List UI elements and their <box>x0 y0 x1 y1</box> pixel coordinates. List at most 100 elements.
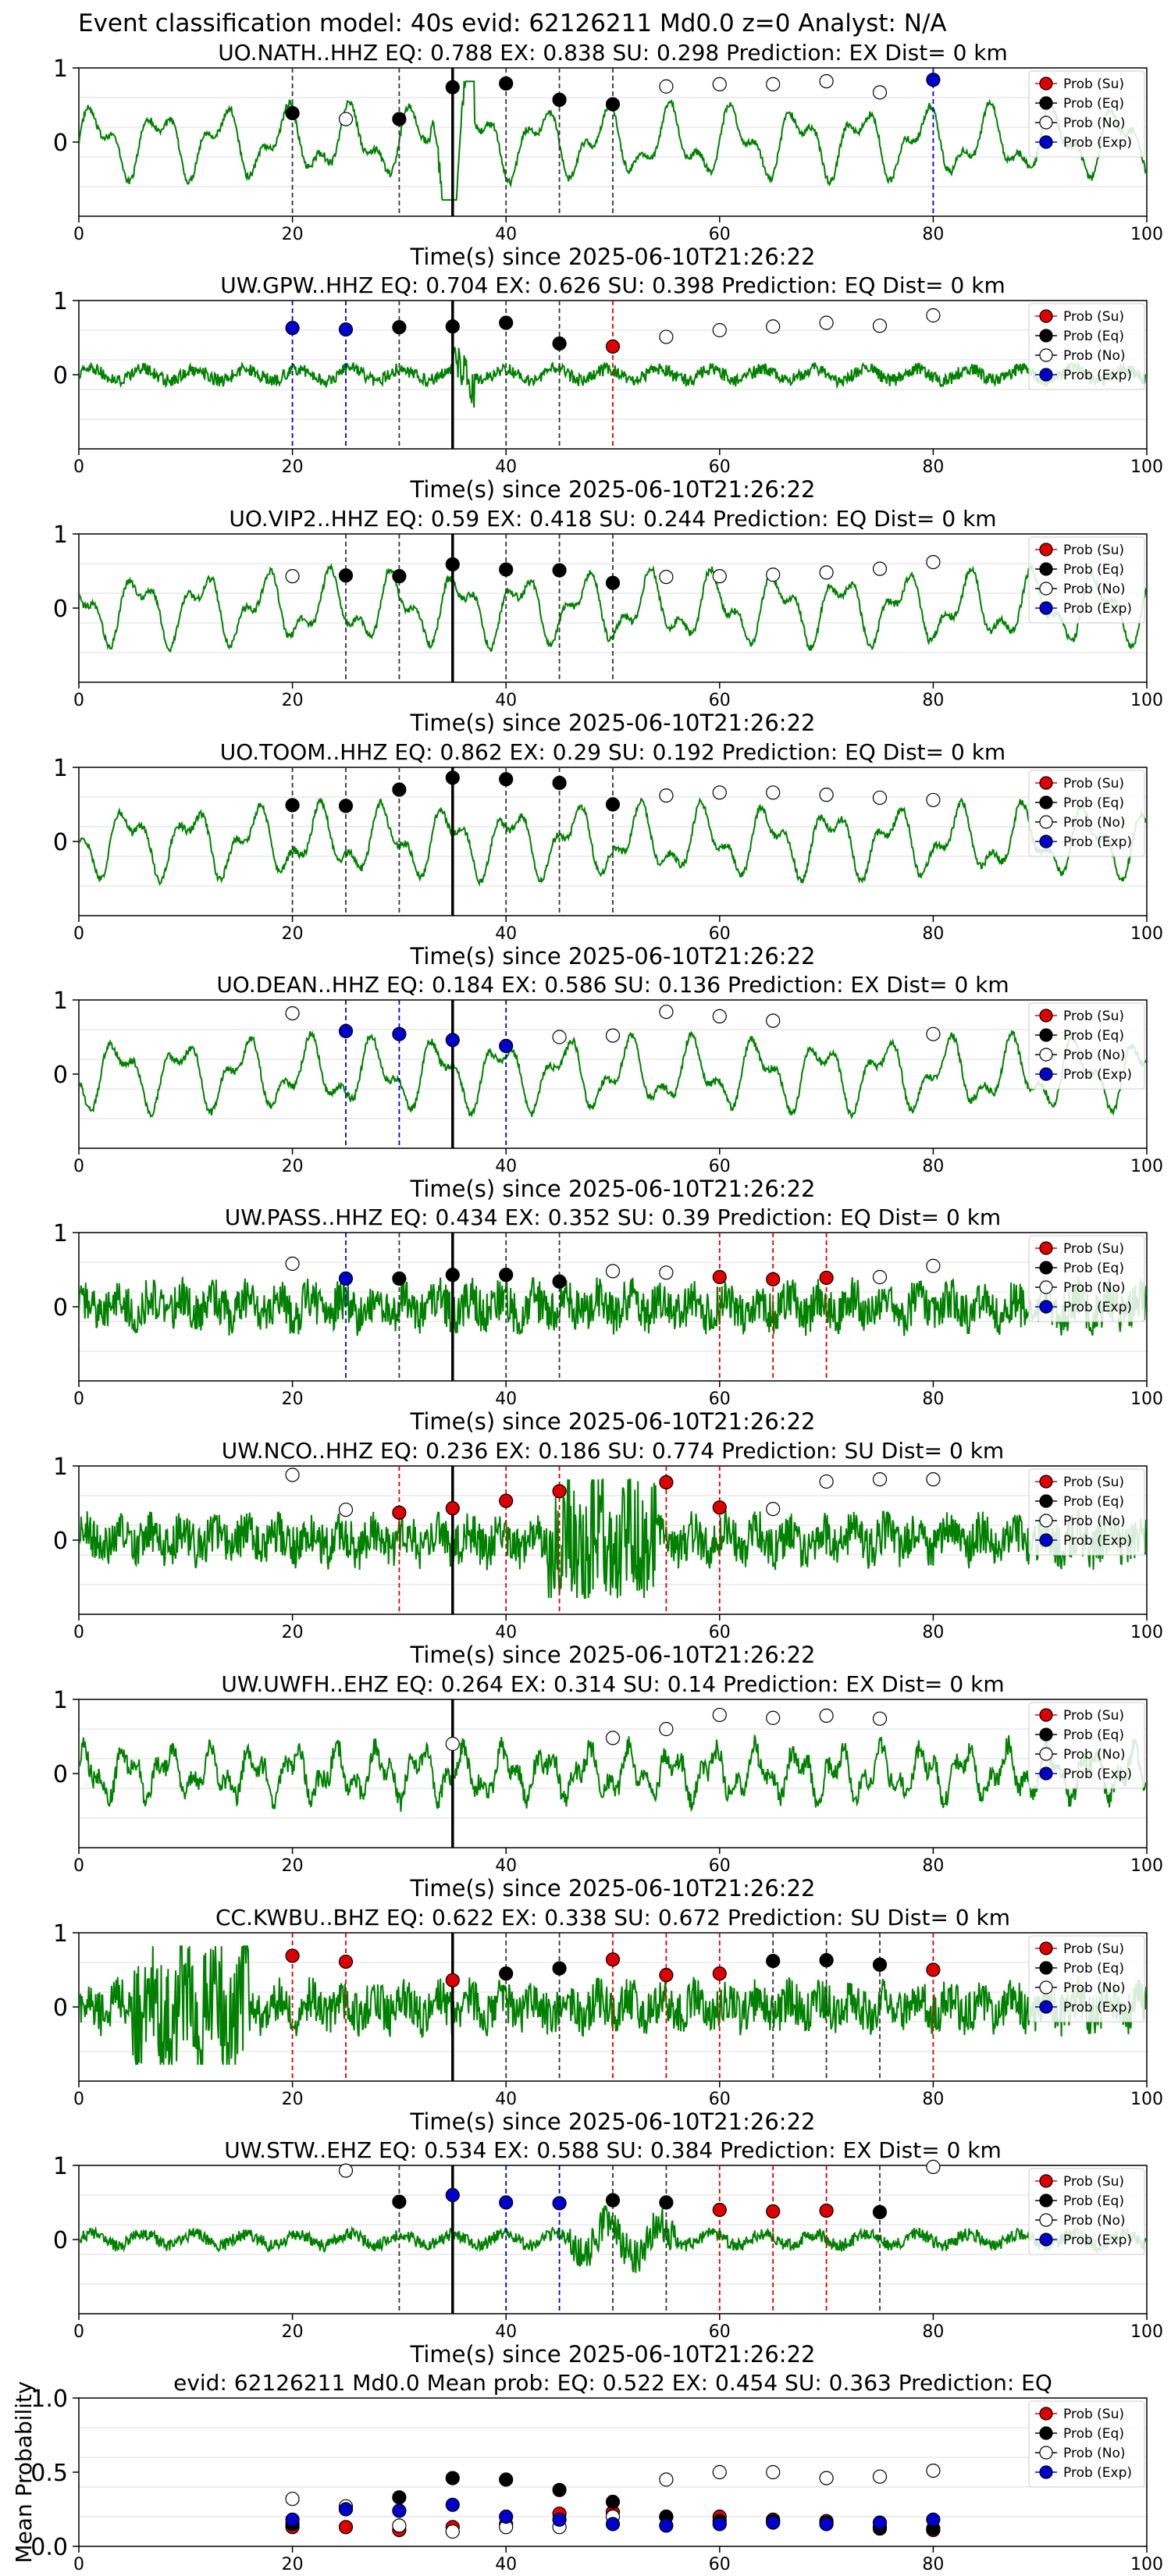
prob-point-exp <box>926 73 941 87</box>
y-axis-label: Mean Probability <box>11 2381 37 2563</box>
y-tick-label: 0 <box>53 1294 68 1322</box>
prob-point-su <box>552 1484 567 1499</box>
prob-point-no <box>285 1005 300 1021</box>
legend-marker <box>1039 795 1053 809</box>
prob-point-no <box>819 1474 834 1489</box>
y-tick-label: 0 <box>53 829 68 856</box>
y-tick-label: 0.0 <box>30 2534 68 2561</box>
prob-point-no <box>926 1026 941 1041</box>
prob-point-exp <box>445 2187 460 2203</box>
x-axis-label: Time(s) since 2025-06-10T21:26:22 <box>410 2108 816 2135</box>
prob-point-eq <box>819 1953 834 1968</box>
x-tick-label: 80 <box>922 457 944 477</box>
legend-marker <box>1039 329 1053 343</box>
prob-point-no <box>926 792 941 807</box>
x-tick-label: 100 <box>1130 225 1163 244</box>
panel-5: 0 20 40 60 80 100 1 0 UO.DEAN..HHZ EQ: 0.184 EX:… <box>53 972 1163 1202</box>
mean-point-no <box>872 2469 888 2484</box>
x-tick-label: 100 <box>1130 924 1163 944</box>
legend-marker <box>1039 2465 1053 2479</box>
legend-label: Prob (Eq) <box>1063 1494 1124 1510</box>
legend-label: Prob (Su) <box>1063 2174 1124 2190</box>
mean-point-no <box>445 2524 460 2539</box>
x-tick-label: 20 <box>282 457 304 477</box>
legend-label: Prob (Eq) <box>1063 329 1124 344</box>
panel-title: UO.DEAN..HHZ EQ: 0.184 EX: 0.586 SU: 0.1… <box>216 972 1009 998</box>
legend-label: Prob (Su) <box>1063 309 1124 325</box>
mean-point-exp <box>712 2517 727 2532</box>
x-tick-label: 80 <box>922 2090 944 2109</box>
y-tick-label: 1 <box>53 2153 68 2180</box>
mean-point-no <box>392 2518 407 2533</box>
mean-point-exp <box>499 2509 514 2524</box>
prob-point-no <box>872 561 888 576</box>
prob-point-eq <box>872 2204 888 2219</box>
waveform-group <box>79 1478 1147 1599</box>
x-tick-label: 0 <box>73 924 84 944</box>
prob-point-exp <box>338 1271 354 1286</box>
mean-point-exp <box>338 2502 354 2517</box>
prob-point-su <box>285 1948 300 1963</box>
axes-frame <box>78 999 1148 1149</box>
y-tick-label: 0.5 <box>30 2460 68 2487</box>
prob-point-no <box>872 85 888 100</box>
panel-3: 0 20 40 60 80 100 1 0 UO.VIP2..HHZ EQ: 0.59 EX: … <box>53 506 1163 736</box>
prob-point-eq <box>605 97 621 112</box>
legend-label: Prob (No) <box>1063 1980 1126 1996</box>
legend-label: Prob (Eq) <box>1063 1961 1124 1976</box>
legend-label: Prob (Su) <box>1063 543 1124 558</box>
legend-label: Prob (Su) <box>1063 2407 1124 2422</box>
prob-point-eq <box>872 1957 888 1972</box>
prob-point-eq <box>499 315 514 330</box>
x-axis-label: Time(s) since 2025-06-10T21:26:22 <box>410 1408 816 1435</box>
x-tick-label: 100 <box>1130 2090 1163 2109</box>
legend-marker <box>1039 1048 1053 1062</box>
prob-point-no <box>338 1502 354 1517</box>
x-tick-label: 100 <box>1130 2555 1163 2574</box>
legend-label: Prob (Exp) <box>1063 1533 1132 1549</box>
legend-label: Prob (Exp) <box>1063 601 1132 617</box>
legend-label: Prob (No) <box>1063 2213 1126 2229</box>
legend-label: Prob (Eq) <box>1063 96 1124 112</box>
x-axis-label: Time(s) since 2025-06-10T21:26:22 <box>410 244 816 270</box>
waveform-trace <box>79 1735 1147 1813</box>
prob-point-no <box>605 1731 621 1745</box>
x-tick-label: 60 <box>709 457 731 477</box>
x-tick-label: 80 <box>922 1389 944 1409</box>
prob-point-eq <box>338 799 354 813</box>
prob-point-su <box>445 1973 460 1987</box>
mean-point-exp <box>605 2517 621 2532</box>
x-tick-label: 80 <box>922 2555 944 2574</box>
y-tick-label: 1 <box>53 1920 68 1948</box>
prob-point-su <box>819 1270 834 1286</box>
prob-point-su <box>392 1505 407 1520</box>
prob-point-no <box>819 788 834 802</box>
prob-point-eq <box>392 112 407 126</box>
prob-point-eq <box>552 336 567 351</box>
legend-marker <box>1039 1009 1053 1023</box>
x-tick-label: 60 <box>709 2555 731 2574</box>
y-tick-label: 1 <box>53 288 68 315</box>
legend-marker <box>1039 1961 1053 1975</box>
legend-marker <box>1039 1980 1053 1994</box>
legend-label: Prob (Su) <box>1063 76 1124 92</box>
x-tick-label: 100 <box>1130 1856 1163 1876</box>
legend-label: Prob (No) <box>1063 2446 1126 2461</box>
prob-point-exp <box>552 2196 567 2211</box>
mean-point-no <box>819 2471 834 2485</box>
x-axis-label: Time(s) since 2025-06-10T21:26:22 <box>410 1875 816 1902</box>
x-axis-label: Time(s) since 2025-06-10T21:26:22 <box>410 1642 816 1668</box>
prob-point-su <box>445 1501 460 1516</box>
legend-marker <box>1039 2194 1053 2208</box>
prob-point-no <box>712 1707 727 1723</box>
x-axis-label: Time(s) since 2025-06-10T21:26:22 <box>410 710 816 736</box>
prob-point-eq <box>766 1954 781 1969</box>
legend-marker <box>1039 1767 1053 1781</box>
prob-point-no <box>659 788 674 803</box>
mean-point-exp <box>926 2512 941 2527</box>
prob-point-no <box>766 568 781 582</box>
prob-point-eq <box>338 568 354 583</box>
x-tick-label: 40 <box>495 457 517 477</box>
x-tick-label: 80 <box>922 924 944 944</box>
